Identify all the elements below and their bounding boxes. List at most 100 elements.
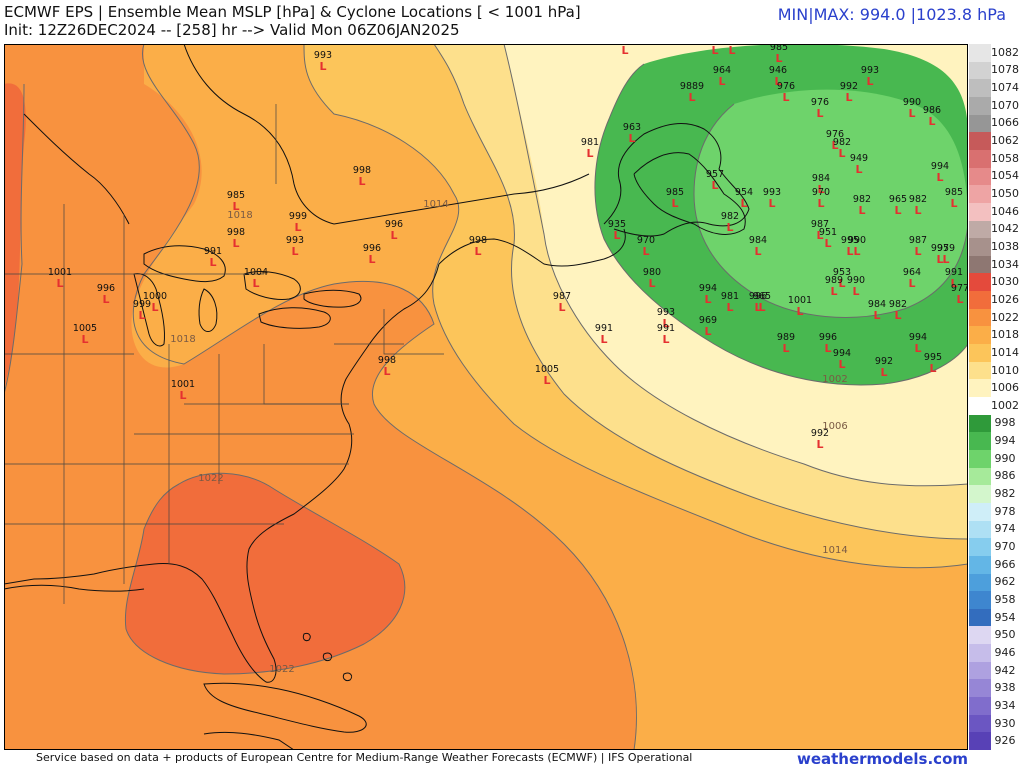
low-symbol: L (728, 44, 735, 57)
colorbar-swatch (969, 697, 991, 716)
low-symbol: L (726, 221, 733, 234)
cyclone-pressure: 996 (819, 332, 837, 343)
colorbar-label: 934 (994, 698, 1016, 712)
brand-link[interactable]: weathermodels.com (796, 750, 968, 768)
low-symbol: L (390, 229, 397, 242)
low-symbol: L (838, 358, 845, 371)
isobar-label: 1006 (822, 421, 847, 432)
cyclone-pressure: 992 (840, 81, 858, 92)
colorbar-swatch (969, 485, 991, 504)
colorbar-label: 1002 (991, 398, 1019, 412)
cyclone-pressure: 1000 (143, 291, 167, 302)
cyclone-pressure: 981 (721, 291, 739, 302)
isobar-label: 1018 (170, 334, 195, 345)
low-symbol: L (711, 179, 718, 192)
colorbar-swatch (969, 626, 991, 645)
cyclone-pressure: 996 (97, 283, 115, 294)
cyclone-pressure: 1001 (48, 267, 72, 278)
cyclone-pressure: 999 (289, 211, 307, 222)
low-symbol: L (855, 163, 862, 176)
colorbar-swatch (969, 61, 991, 80)
low-symbol: L (600, 333, 607, 346)
low-symbol: L (782, 91, 789, 104)
cyclone-pressure: 991 (945, 267, 963, 278)
cyclone-pressure: 976 (826, 129, 844, 140)
colorbar-label: 1066 (991, 116, 1019, 130)
colorbar-label: 1042 (991, 222, 1019, 236)
low-symbol: L (740, 197, 747, 210)
colorbar-swatch (969, 167, 991, 186)
colorbar-swatch (969, 397, 991, 416)
low-symbol: L (209, 256, 216, 269)
isobar-label: 1002 (822, 374, 847, 385)
low-symbol: L (816, 229, 823, 242)
cyclone-pressure: 984 (812, 173, 830, 184)
colorbar-swatch (969, 449, 991, 469)
cyclone-pressure: 965 (889, 194, 907, 205)
colorbar-label: 966 (994, 557, 1016, 571)
low-symbol: L (711, 44, 718, 57)
field-1026-west (4, 83, 26, 395)
colorbar-label: 962 (994, 575, 1016, 589)
low-symbol: L (928, 115, 935, 128)
cyclone-pressure: 996 (385, 219, 403, 230)
cyclone-pressure: 991 (595, 323, 613, 334)
cyclone-pressure: 989 (777, 332, 795, 343)
colorbar-swatch (969, 432, 991, 451)
low-symbol: L (558, 301, 565, 314)
colorbar-label: 1038 (991, 239, 1019, 253)
isobar-labels: 1018 1014 1018 1022 1022 1002 1006 1014 (170, 199, 847, 675)
cyclone-pressure: 946 (769, 65, 787, 76)
cyclone-pressure: 993 (861, 65, 879, 76)
colorbar-swatch (969, 679, 991, 698)
low-symbol: L (914, 342, 921, 355)
colorbar-label: 994 (994, 434, 1016, 448)
cyclone-pressure: 964 (903, 267, 921, 278)
isobar-label: 1014 (423, 199, 448, 210)
colorbar-swatch (969, 361, 991, 380)
colorbar-label: 1074 (991, 81, 1019, 95)
low-symbol: L (894, 204, 901, 217)
low-symbol: L (782, 342, 789, 355)
low-symbol: L (232, 200, 239, 213)
low-symbol: L (956, 293, 963, 306)
low-symbol: L (873, 309, 880, 322)
cyclone-pressure: 995 (841, 235, 859, 246)
colorbar-label: 954 (994, 610, 1016, 624)
low-symbol: L (830, 285, 837, 298)
cyclone-pressure: 964 (713, 65, 731, 76)
low-symbol: L (704, 325, 711, 338)
field-1026-southeast (125, 473, 405, 674)
low-symbol: L (291, 245, 298, 258)
low-symbol: L (914, 204, 921, 217)
colorbar-swatch (969, 344, 991, 363)
cyclone-pressure: 995 (931, 243, 949, 254)
cyclone-pressure: 998 (469, 235, 487, 246)
colorbar-swatch (969, 114, 991, 133)
